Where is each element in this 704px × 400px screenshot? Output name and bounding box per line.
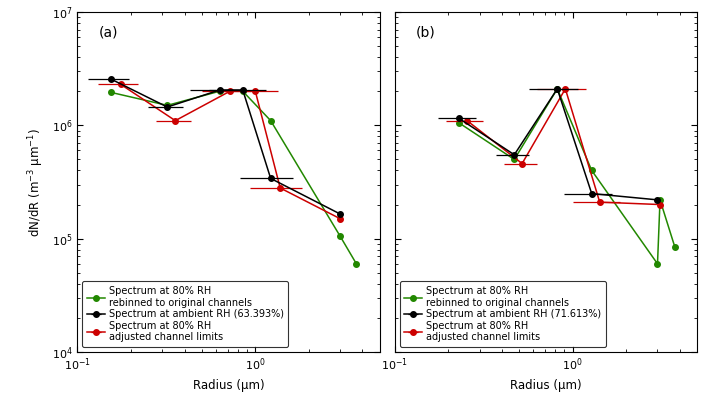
Text: (b): (b)	[416, 26, 436, 40]
Spectrum at 80% RH
rebinned to original channels	[587, 168, 596, 173]
Spectrum at 80% RH
rebinned to original channels	[336, 234, 344, 239]
Spectrum at 80% RH
rebinned to original channels	[670, 244, 679, 249]
Line: Spectrum at 80% RH
rebinned to original channels: Spectrum at 80% RH rebinned to original …	[108, 88, 359, 266]
Spectrum at 80% RH
rebinned to original channels	[553, 86, 562, 91]
Spectrum at 80% RH
rebinned to original channels	[510, 157, 519, 162]
X-axis label: Radius (μm): Radius (μm)	[193, 379, 265, 392]
Spectrum at 80% RH
rebinned to original channels	[163, 103, 172, 108]
Text: (a): (a)	[99, 26, 118, 40]
Spectrum at 80% RH
rebinned to original channels	[215, 89, 224, 94]
Spectrum at 80% RH
rebinned to original channels	[653, 262, 662, 266]
Spectrum at 80% RH
rebinned to original channels	[266, 118, 275, 123]
Spectrum at 80% RH
rebinned to original channels	[656, 198, 665, 202]
Spectrum at 80% RH
rebinned to original channels	[239, 89, 247, 94]
Legend: Spectrum at 80% RH
rebinned to original channels, Spectrum at ambient RH (71.613: Spectrum at 80% RH rebinned to original …	[400, 281, 606, 347]
X-axis label: Radius (μm): Radius (μm)	[510, 379, 582, 392]
Spectrum at 80% RH
rebinned to original channels	[107, 90, 115, 95]
Spectrum at 80% RH
rebinned to original channels	[455, 120, 463, 125]
Legend: Spectrum at 80% RH
rebinned to original channels, Spectrum at ambient RH (63.393: Spectrum at 80% RH rebinned to original …	[82, 281, 289, 347]
Y-axis label: dN/dR (m$^{-3}$ μm$^{-1}$): dN/dR (m$^{-3}$ μm$^{-1}$)	[27, 128, 46, 236]
Spectrum at 80% RH
rebinned to original channels	[352, 262, 360, 266]
Line: Spectrum at 80% RH
rebinned to original channels: Spectrum at 80% RH rebinned to original …	[456, 86, 677, 266]
